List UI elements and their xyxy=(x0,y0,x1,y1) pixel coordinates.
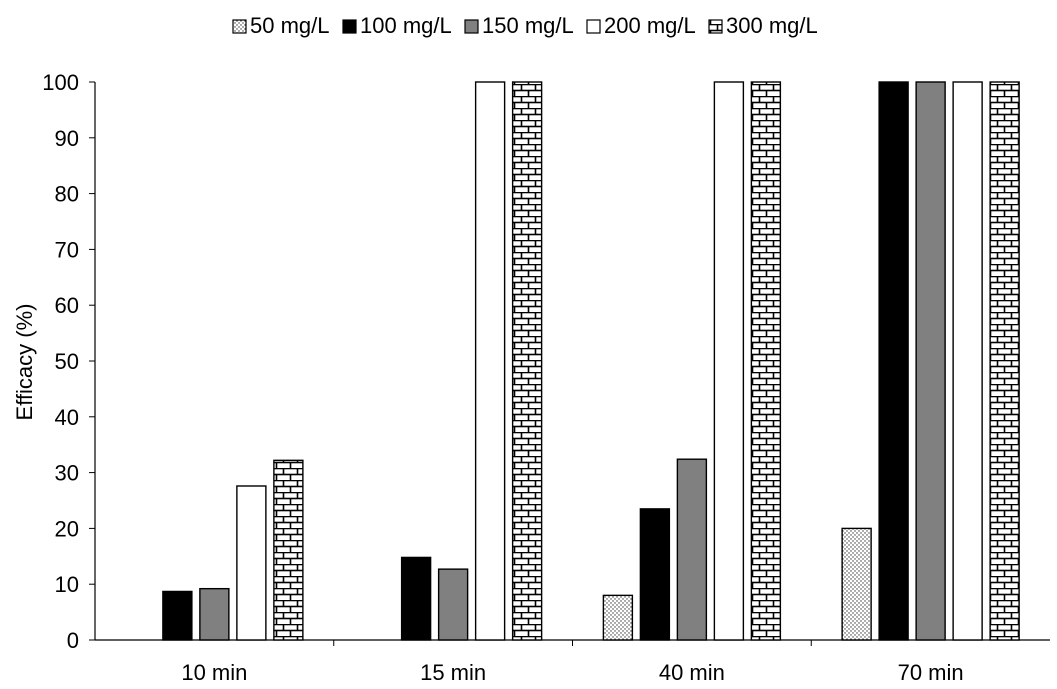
bar-200-mg-l-70-min xyxy=(952,81,983,641)
y-tick-label: 80 xyxy=(55,182,79,207)
y-tick-label: 100 xyxy=(42,70,79,95)
bar-150-mg-l-70-min xyxy=(915,81,946,641)
x-category-label: 15 min xyxy=(420,660,486,685)
y-tick-label: 70 xyxy=(55,237,79,262)
legend-item: 50 mg/L xyxy=(232,13,330,38)
legend-label: 150 mg/L xyxy=(482,13,574,38)
axes: 0 10 20 30 40 50 60 70 80 90 100 10 min 15 min 40 min… xyxy=(42,70,1050,685)
y-tick-label: 0 xyxy=(67,628,79,653)
legend-label: 50 mg/L xyxy=(250,13,330,38)
bar-150-mg-l-15-min xyxy=(437,568,469,641)
y-tick-label: 90 xyxy=(55,126,79,151)
bar-150-mg-l-10-min xyxy=(199,587,230,641)
bar-300-mg-l-15-min xyxy=(511,81,543,641)
legend-swatch xyxy=(586,19,601,34)
bar-100-mg-l-15-min xyxy=(400,556,432,641)
bar-150-mg-l-40-min xyxy=(676,458,708,641)
bar-200-mg-l-15-min xyxy=(474,81,506,641)
legend-swatch xyxy=(232,19,247,34)
legend-label: 200 mg/L xyxy=(604,13,696,38)
bar-50-mg-l-40-min xyxy=(602,594,634,641)
legend-swatch xyxy=(464,19,479,34)
legend-item: 100 mg/L xyxy=(342,13,452,38)
x-category-label: 70 min xyxy=(898,660,964,685)
y-axis-title: Efficacy (%) xyxy=(12,304,37,421)
bar-200-mg-l-10-min xyxy=(236,485,267,641)
legend: 50 mg/L 100 mg/L 150 mg/L 200 mg/L 300 mg/L xyxy=(232,13,818,38)
legend-item: 300 mg/L xyxy=(708,13,818,38)
x-category-label: 10 min xyxy=(181,660,247,685)
bar-100-mg-l-40-min xyxy=(639,508,671,641)
legend-item: 150 mg/L xyxy=(464,13,574,38)
y-tick-label: 40 xyxy=(55,405,79,430)
bar-300-mg-l-10-min xyxy=(273,459,304,641)
bar-300-mg-l-70-min xyxy=(989,81,1020,641)
legend-swatch xyxy=(342,19,357,34)
y-tick-label: 60 xyxy=(55,293,79,318)
bar-100-mg-l-70-min xyxy=(878,81,909,641)
y-tick-label: 30 xyxy=(55,461,79,486)
bar-300-mg-l-40-min xyxy=(750,81,782,641)
y-tick-label: 10 xyxy=(55,572,79,597)
legend-swatch xyxy=(708,19,723,34)
legend-label: 100 mg/L xyxy=(360,13,452,38)
bar-100-mg-l-10-min xyxy=(162,590,193,641)
legend-item: 200 mg/L xyxy=(586,13,696,38)
bar-200-mg-l-40-min xyxy=(713,81,745,641)
bars xyxy=(162,81,1020,641)
bar-50-mg-l-70-min xyxy=(841,527,872,641)
y-tick-label: 50 xyxy=(55,349,79,374)
x-category-label: 40 min xyxy=(659,660,725,685)
y-tick-label: 20 xyxy=(55,516,79,541)
legend-label: 300 mg/L xyxy=(726,13,818,38)
